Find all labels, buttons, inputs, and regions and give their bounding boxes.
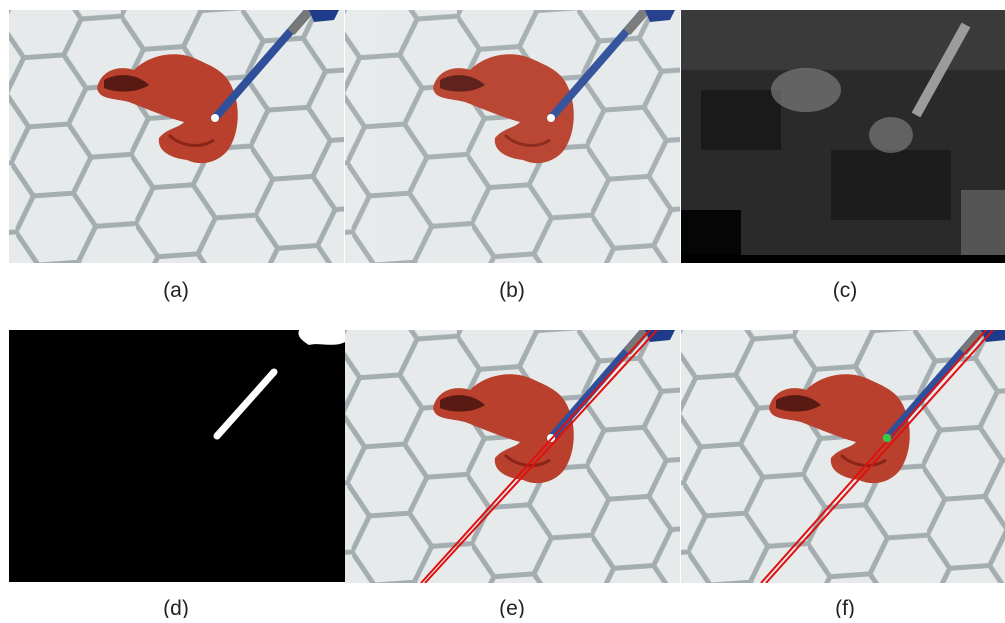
figure: (a) (b) (c) (d) (e) (f)	[0, 0, 1005, 618]
panel-caption: (a)	[163, 279, 189, 302]
panel-caption: (d)	[163, 597, 189, 618]
panel-image	[345, 0, 680, 263]
panel-image	[9, 330, 345, 582]
panel-caption: (e)	[499, 597, 525, 618]
figure-canvas: (a) (b) (c) (d) (e) (f)	[0, 0, 1005, 618]
panel-caption: (b)	[499, 279, 525, 302]
panel-caption: (f)	[835, 597, 855, 618]
panel-image	[681, 320, 1005, 583]
panel-image	[681, 10, 1005, 263]
panel-image	[345, 320, 680, 583]
panel-image	[9, 0, 344, 263]
panel-caption: (c)	[833, 279, 858, 302]
